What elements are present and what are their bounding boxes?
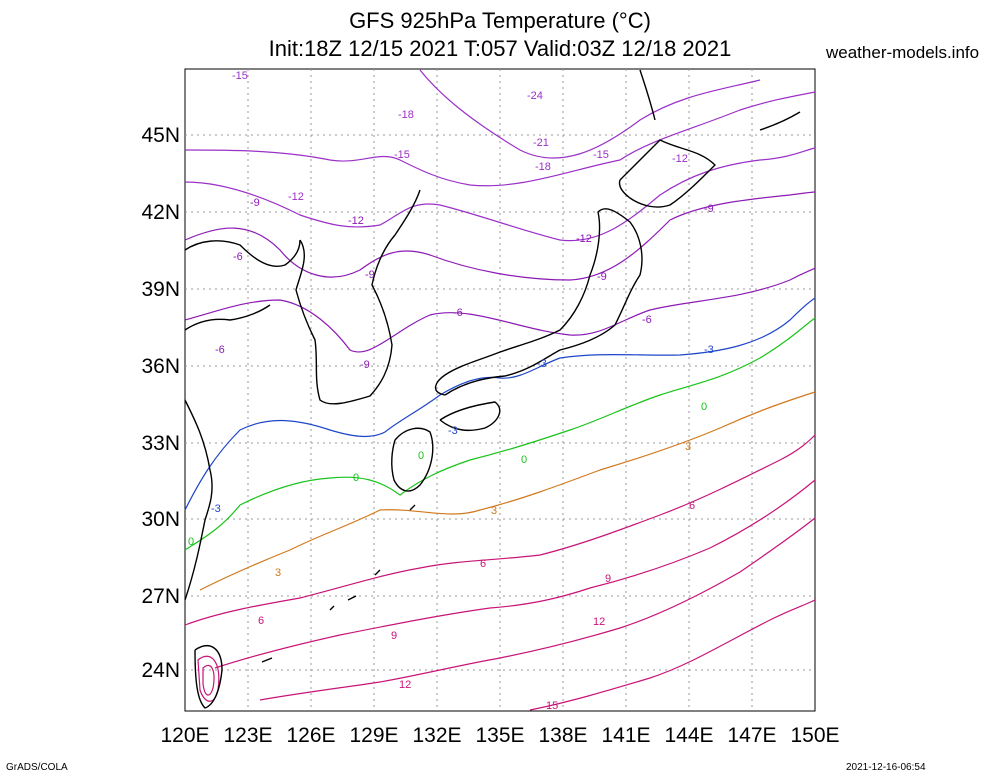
contour-label: -9 <box>250 197 260 209</box>
graticule <box>185 69 815 711</box>
lat-tick: 24N <box>141 659 180 682</box>
contour-label: -12 <box>288 191 304 203</box>
contour-label: 6 <box>258 615 264 627</box>
korea-coast <box>295 189 421 405</box>
lon-tick: 150E <box>790 724 839 747</box>
kyushu-coast <box>391 427 434 492</box>
lat-axis: 45N 42N 39N 36N 33N 30N 27N 24N <box>141 124 180 682</box>
contour-label: -24 <box>527 90 543 102</box>
isotherm-6 <box>184 434 816 626</box>
contour-label: -9 <box>597 271 607 283</box>
isotherm-minus18 <box>419 69 761 159</box>
contour-label: 3 <box>275 567 281 579</box>
ryukyu-islands <box>261 504 416 663</box>
contour-labels: -15 -24 -18 -21 -15 -18 -15 -12 -12 -9 -… <box>188 70 714 712</box>
contour-label: 0 <box>188 536 194 548</box>
contour-label: 3 <box>491 505 497 517</box>
contour-label: 6 <box>480 558 486 570</box>
shikoku-coast <box>439 401 501 432</box>
isotherm-minus6 <box>184 267 816 353</box>
lon-axis: 120E 123E 126E 129E 132E 135E 138E 141E … <box>160 724 839 747</box>
contour-label: 0 <box>521 454 527 466</box>
contour-label: -12 <box>576 233 592 245</box>
lon-tick: 120E <box>160 724 209 747</box>
contour-label: -3 <box>704 344 714 356</box>
contour-label: -18 <box>535 161 551 173</box>
lon-tick: 135E <box>475 724 524 747</box>
contour-label: -15 <box>593 149 609 161</box>
contour-label: -3 <box>448 425 458 437</box>
contour-label: 0 <box>701 401 707 413</box>
contour-label: 15 <box>546 700 558 712</box>
lon-tick: 126E <box>286 724 335 747</box>
lon-tick: 144E <box>664 724 713 747</box>
contour-label: -3 <box>537 358 547 370</box>
isotherm-minus12 <box>184 147 816 242</box>
contour-label: -9 <box>360 359 370 371</box>
isotherm-15 <box>529 599 816 711</box>
software-credit: GrADS/COLA <box>6 762 68 773</box>
contour-label: 12 <box>593 616 605 628</box>
lat-tick: 42N <box>141 201 180 224</box>
contour-label: -15 <box>394 149 410 161</box>
contour-label: 0 <box>418 450 424 462</box>
isotherm-12 <box>259 517 816 701</box>
isotherm-0 <box>184 317 816 551</box>
hokkaido-coast <box>618 139 716 208</box>
lon-tick: 132E <box>412 724 461 747</box>
honshu-coast <box>434 208 643 396</box>
site-credit: weather-models.info <box>826 43 980 62</box>
coastlines <box>184 69 801 709</box>
chart-subtitle: Init:18Z 12/15 2021 T:057 Valid:03Z 12/1… <box>268 36 732 61</box>
lat-tick: 36N <box>141 355 180 378</box>
contour-label: -3 <box>211 503 221 515</box>
contour-label: 12 <box>399 679 411 691</box>
contour-label: -9 <box>704 203 714 215</box>
lat-tick: 45N <box>141 124 180 147</box>
sakhalin-kurils-coast <box>639 69 801 131</box>
contour-label: 9 <box>391 630 397 642</box>
contour-label: -6 <box>453 307 463 319</box>
lat-tick: 27N <box>141 585 180 608</box>
lat-tick: 39N <box>141 278 180 301</box>
isotherm-minus3 <box>184 297 816 511</box>
contour-label: 0 <box>353 472 359 484</box>
lon-tick: 123E <box>223 724 272 747</box>
contour-label: -18 <box>398 109 414 121</box>
contour-label: -6 <box>233 251 243 263</box>
contour-label: -12 <box>672 153 688 165</box>
lon-tick: 141E <box>601 724 650 747</box>
isotherm-minus9 <box>184 191 816 281</box>
contour-label: 9 <box>605 573 611 585</box>
contour-label: -21 <box>533 137 549 149</box>
lat-tick: 30N <box>141 508 180 531</box>
isotherm-9 <box>214 479 816 669</box>
contour-label: 6 <box>689 500 695 512</box>
contour-label: -9 <box>365 269 375 281</box>
lat-tick: 33N <box>141 432 180 455</box>
taiwan-coast <box>194 645 223 709</box>
isotherm-taiwan-inner <box>202 664 215 696</box>
isotherm-minus15 <box>184 91 816 187</box>
contour-label: -6 <box>642 314 652 326</box>
lon-tick: 129E <box>349 724 398 747</box>
contour-label: -6 <box>215 344 225 356</box>
contour-label: -15 <box>232 70 248 82</box>
chart-title: GFS 925hPa Temperature (°C) <box>349 8 651 33</box>
render-timestamp: 2021-12-16-06:54 <box>846 762 926 773</box>
contour-label: 3 <box>685 441 691 453</box>
isotherm-3 <box>199 391 816 591</box>
china-coast <box>184 239 301 601</box>
contour-label: -12 <box>348 215 364 227</box>
isotherms <box>184 69 816 711</box>
lon-tick: 138E <box>538 724 587 747</box>
lon-tick: 147E <box>727 724 776 747</box>
